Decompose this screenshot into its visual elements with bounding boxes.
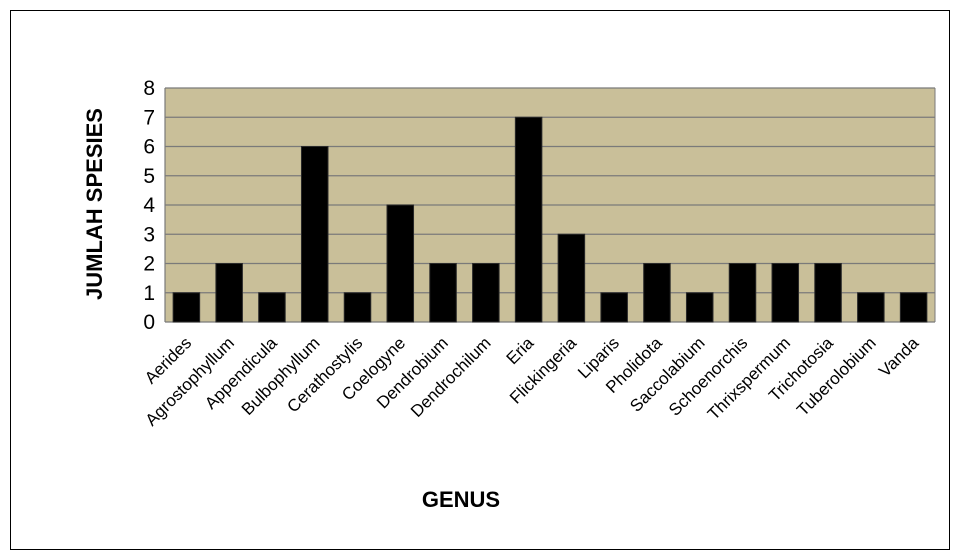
bar-tuberolobium	[857, 292, 885, 323]
bar-eria	[514, 116, 543, 323]
y-tick-label: 2	[143, 253, 155, 276]
gridlines	[164, 87, 936, 323]
bar-chart: 0 1 2 3 4 5 6 7 8 AeridesAgrostophyllumAppendicu…	[82, 77, 936, 512]
y-tick-label: 7	[143, 106, 155, 129]
y-axis-title: JUMLAH SPESIES	[82, 108, 107, 300]
bar-coelogyne	[386, 204, 415, 323]
bars	[172, 116, 928, 323]
y-tick-label: 8	[143, 77, 155, 100]
x-category-label: Eria	[503, 333, 538, 368]
bar-trichotosia	[814, 263, 842, 323]
x-category-label: Vanda	[875, 333, 923, 381]
bar-liparis	[600, 292, 628, 323]
bar-dendrobium	[429, 263, 457, 323]
bar-cerathostylis	[343, 292, 372, 323]
y-tick-label: 5	[143, 165, 155, 188]
y-tick-label: 6	[143, 136, 155, 159]
bar-schoenorchis	[728, 263, 757, 323]
bar-dendrochilum	[472, 263, 500, 323]
x-axis-title: GENUS	[422, 487, 500, 512]
bar-flickingeria	[557, 233, 586, 323]
bar-vanda	[899, 292, 928, 323]
y-tick-label: 0	[143, 311, 155, 334]
bar-thrixspermum	[771, 263, 800, 323]
y-tick-label: 1	[143, 282, 155, 305]
bar-saccolabium	[685, 292, 714, 323]
y-tick-label: 3	[143, 223, 155, 246]
bar-appendicula	[258, 292, 286, 323]
bar-aerides	[172, 292, 201, 323]
bar-bulbophyllum	[300, 146, 329, 323]
y-tick-labels: 0 1 2 3 4 5 6 7 8	[143, 77, 155, 334]
y-tick-label: 4	[143, 194, 155, 217]
bar-agrostophyllum	[215, 263, 243, 323]
bar-pholidota	[643, 263, 671, 323]
x-category-labels: AeridesAgrostophyllumAppendiculaBulbophy…	[141, 333, 923, 430]
